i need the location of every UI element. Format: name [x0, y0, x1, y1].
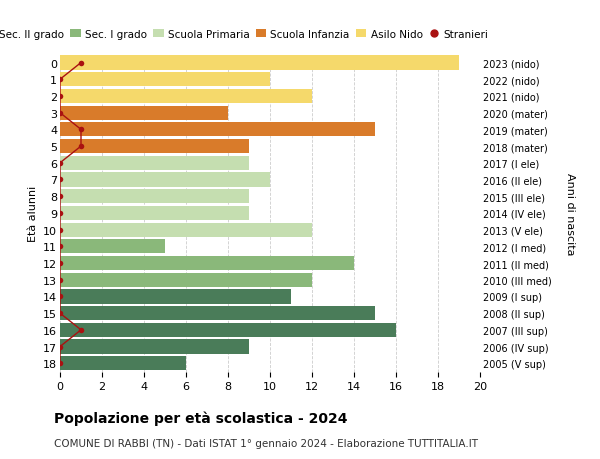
Bar [60, 240, 165, 254]
Bar [60, 56, 459, 71]
Bar [60, 157, 249, 170]
Bar [60, 73, 270, 87]
Y-axis label: Età alunni: Età alunni [28, 185, 38, 241]
Bar [60, 173, 270, 187]
Bar [60, 190, 249, 204]
Y-axis label: Anni di nascita: Anni di nascita [565, 172, 575, 255]
Bar [60, 356, 186, 370]
Bar [60, 123, 375, 137]
Bar [60, 306, 375, 320]
Bar [60, 257, 354, 270]
Bar [60, 290, 291, 304]
Bar [60, 340, 249, 354]
Bar [60, 323, 396, 337]
Text: Popolazione per età scolastica - 2024: Popolazione per età scolastica - 2024 [54, 411, 347, 425]
Bar [60, 90, 312, 104]
Bar [60, 273, 312, 287]
Bar [60, 140, 249, 154]
Bar [60, 207, 249, 220]
Bar [60, 106, 228, 121]
Text: COMUNE DI RABBI (TN) - Dati ISTAT 1° gennaio 2024 - Elaborazione TUTTITALIA.IT: COMUNE DI RABBI (TN) - Dati ISTAT 1° gen… [54, 438, 478, 448]
Bar [60, 223, 312, 237]
Legend: Sec. II grado, Sec. I grado, Scuola Primaria, Scuola Infanzia, Asilo Nido, Stran: Sec. II grado, Sec. I grado, Scuola Prim… [0, 25, 493, 44]
